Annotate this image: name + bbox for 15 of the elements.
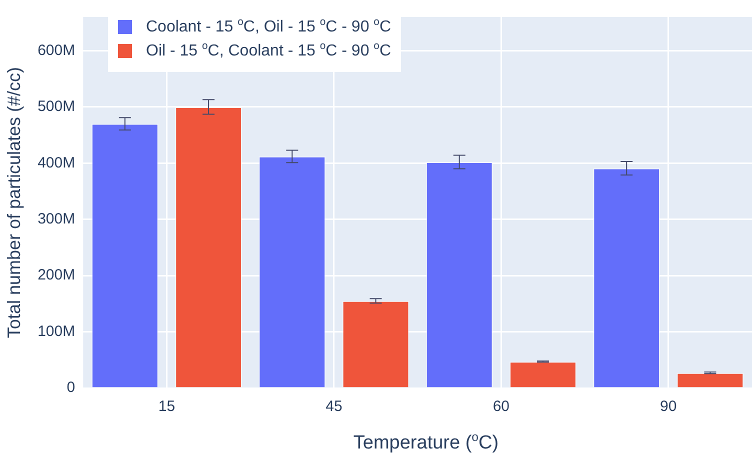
- y-tick-label: 100M: [38, 322, 76, 340]
- legend-label: Oil - 15 $^{o}$C, Coolant - 15 $^{o}$C - 90 $^{o}$C: [146, 41, 391, 61]
- x-tick-label: 15: [158, 398, 176, 416]
- y-tick-label: 200M: [38, 266, 76, 284]
- x-tick-label: 45: [326, 398, 342, 416]
- x-tick-label: 60: [492, 398, 510, 416]
- y-tick-label: 300M: [38, 210, 76, 228]
- x-axis-title: Temperature ($^{o}$C): [352, 430, 500, 454]
- legend-label: Coolant - 15 $^{o}$C, Oil - 15 $^{o}$C - 90 $^{o}$C: [146, 17, 391, 36]
- x-tick-label: 90: [660, 398, 677, 416]
- y-tick-label: 400M: [38, 154, 76, 172]
- y-tick-label: 500M: [38, 98, 76, 116]
- y-tick-label: 0: [66, 379, 76, 396]
- y-tick-label: 600M: [38, 42, 76, 59]
- y-axis-title: Total number of particulates (#/cc): [4, 66, 24, 338]
